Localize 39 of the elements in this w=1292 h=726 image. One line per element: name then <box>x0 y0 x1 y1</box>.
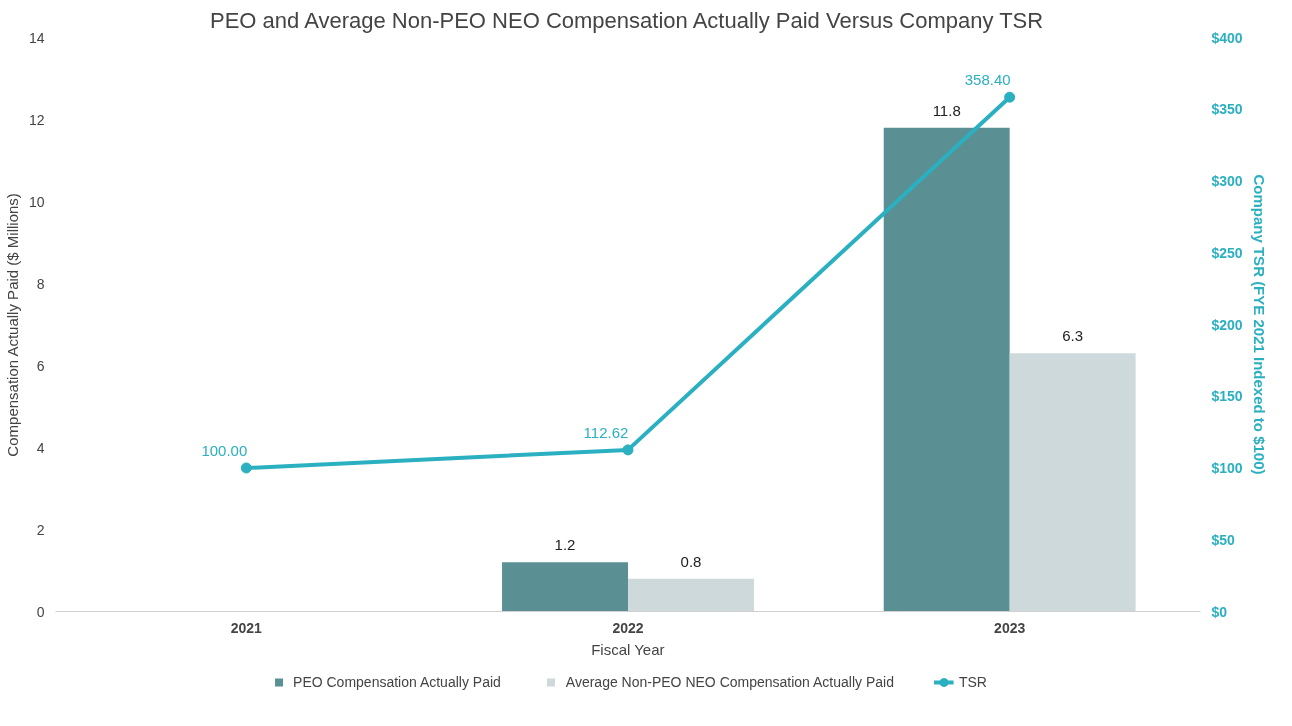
data-label: 358.40 <box>964 71 1011 89</box>
point <box>240 462 252 474</box>
data-label: 100.00 <box>201 442 248 459</box>
y-tick-label: 2 <box>36 521 45 538</box>
y2-tick-label: $0 <box>1211 603 1228 620</box>
y2-tick-label: $100 <box>1211 460 1243 476</box>
legend-label: PEO Compensation Actually Paid <box>293 674 501 690</box>
x-axis-title: Fiscal Year <box>591 640 665 658</box>
x-tick-label: 2021 <box>230 619 263 636</box>
bar <box>502 562 628 612</box>
data-label: 11.8 <box>932 101 961 119</box>
point <box>622 444 634 456</box>
y-tick-label: 6 <box>36 357 45 374</box>
x-tick-label: 2022 <box>612 619 644 636</box>
data-label: 6.3 <box>1062 327 1084 345</box>
x-tick-label: 2023 <box>994 619 1026 636</box>
y2-axis-title: Company TSR (FYE 2021 Indexed to $100) <box>1250 174 1268 475</box>
y-axis-title: Compensation Actually Paid ($ Millions) <box>3 193 21 457</box>
y2-tick-label: $150 <box>1211 388 1243 405</box>
data-label: 1.2 <box>554 536 576 554</box>
bar <box>883 127 1010 612</box>
y-tick-label: 8 <box>36 275 45 292</box>
y-tick-label: 12 <box>28 111 45 128</box>
y-tick-label: 14 <box>28 29 45 46</box>
chart-title: PEO and Average Non-PEO NEO Compensation Actually Paid Versus Company TSR <box>210 7 1044 33</box>
y2-tick-label: $50 <box>1211 531 1236 548</box>
point <box>1004 91 1016 103</box>
legend-label: TSR <box>958 674 987 690</box>
y-tick-label: 4 <box>36 439 45 456</box>
y2-tick-label: $350 <box>1211 101 1243 118</box>
y2-tick-label: $400 <box>1211 29 1243 46</box>
data-label: 112.62 <box>583 423 629 441</box>
y-tick-label: 0 <box>36 603 45 620</box>
y2-tick-label: $250 <box>1211 244 1243 261</box>
y2-tick-label: $200 <box>1211 316 1243 333</box>
y-tick-label: 10 <box>28 193 45 210</box>
legend-label: Average Non-PEO NEO Compensation Actually Paid <box>565 674 894 690</box>
y2-tick-label: $300 <box>1211 173 1243 189</box>
data-label: 0.8 <box>680 552 702 570</box>
